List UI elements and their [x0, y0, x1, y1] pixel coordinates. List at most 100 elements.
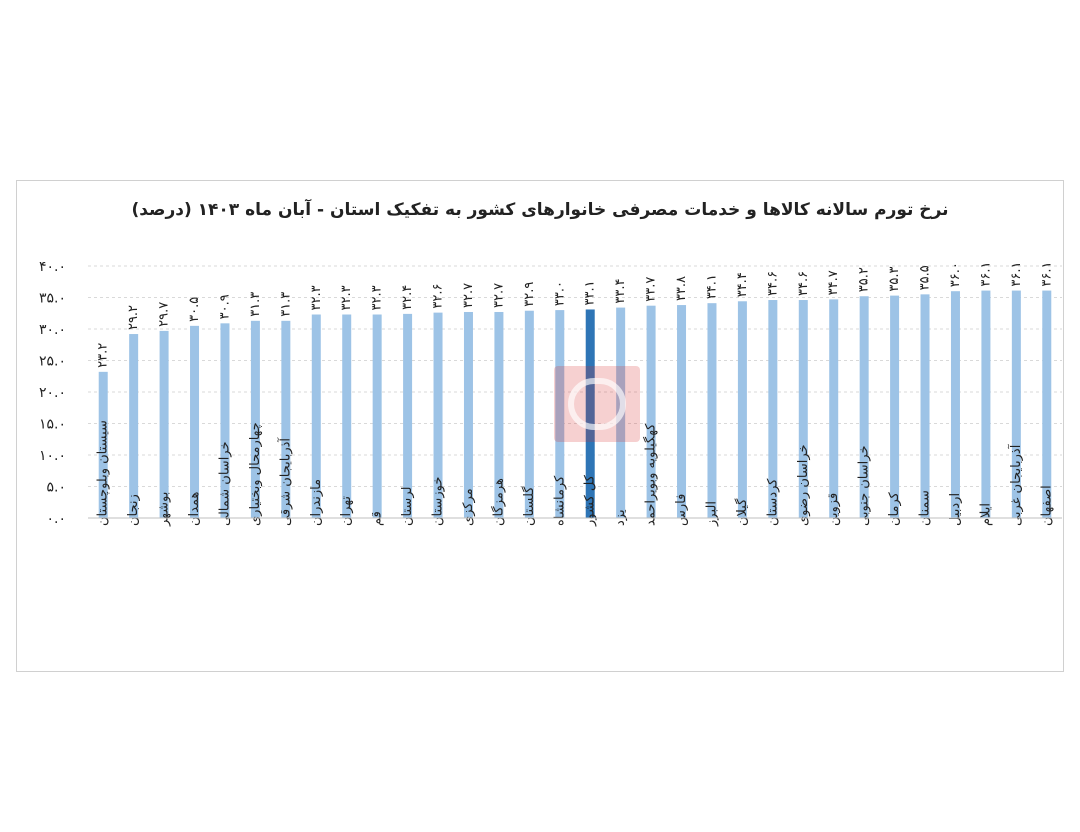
bar [677, 305, 687, 518]
bar [281, 320, 291, 518]
x-tick-label: گلستان [521, 486, 537, 526]
x-tick-label: سیستان وبلوچستان [96, 420, 111, 526]
data-label: ۳۳.۱ [583, 280, 598, 305]
bar [737, 301, 747, 518]
bar [524, 310, 534, 518]
chart-title: نرخ تورم سالانه کالاها و خدمات مصرفی خان… [131, 200, 949, 220]
bar [311, 314, 321, 518]
x-tick-label: اصفهان [1039, 485, 1054, 526]
bar [220, 323, 230, 518]
data-label: ۳۳.۴ [613, 278, 628, 303]
x-tick-label: همدان [187, 492, 202, 526]
x-tick-label: تهران [339, 496, 354, 526]
bar [403, 313, 413, 518]
y-tick-label: ۲۰.۰ [39, 385, 66, 401]
data-label: ۳۲.۳ [370, 285, 385, 310]
data-label: ۳۱.۳ [248, 292, 263, 317]
y-tick-label: ۳۰.۰ [39, 322, 66, 338]
x-tick-label: لرستان [400, 487, 415, 526]
x-tick-label: خراسان شمالی [217, 441, 232, 526]
data-label: ۳۲.۶ [431, 284, 446, 309]
data-label: ۳۶.۰ [948, 262, 963, 287]
bar [129, 334, 139, 518]
data-label: ۳۲.۷ [461, 283, 476, 308]
x-tick-label: قم [370, 511, 385, 526]
bar [159, 330, 169, 518]
x-tick-label: فارس [674, 494, 689, 526]
x-tick-label: بوشهر [157, 492, 172, 527]
x-tick-label: کل کشور [583, 474, 598, 527]
data-label: ۲۳.۲ [96, 343, 111, 368]
data-label: ۳۵.۵ [918, 265, 933, 290]
bar [1011, 290, 1021, 518]
data-label: ۳۳.۰ [552, 281, 567, 306]
bar [859, 296, 869, 518]
x-tick-label: کردستان [765, 478, 780, 526]
data-label: ۳۲.۹ [522, 282, 537, 307]
data-label: ۳۰.۵ [187, 297, 202, 322]
y-tick-label: ۱۵.۰ [39, 417, 66, 433]
data-label: ۲۹.۲ [126, 305, 141, 330]
watermark-logo [554, 366, 640, 442]
data-label: ۳۱.۳ [278, 292, 293, 317]
data-label: ۳۶.۱ [978, 261, 993, 286]
data-label: ۳۳.۷ [644, 277, 659, 302]
data-label: ۳۴.۴ [735, 272, 750, 297]
bar [768, 300, 778, 518]
data-label: ۳۲.۳ [309, 285, 324, 310]
data-label: ۳۲.۳ [339, 285, 354, 310]
x-tick-label: زنجان [126, 494, 141, 526]
bar [250, 320, 260, 518]
bar [494, 311, 504, 518]
bar [707, 303, 717, 518]
bar [98, 371, 108, 518]
y-tick-label: ۴۰.۰ [39, 259, 66, 275]
x-tick-label: کهگیلویه وبویراحمد [643, 423, 659, 526]
x-tick-label: گیلان [734, 498, 750, 526]
bar [646, 305, 656, 518]
x-tick-label: خراسان جنوبی [857, 446, 872, 526]
x-tick-label: چهارمحال وبختیاری [248, 422, 263, 526]
y-tick-label: ۲۵.۰ [39, 354, 66, 370]
y-tick-label: ۱۰.۰ [39, 448, 66, 464]
x-tick-label: خوزستان [431, 477, 446, 526]
x-tick-label: مازندران [309, 479, 324, 526]
data-label: ۳۰.۹ [217, 294, 232, 319]
y-tick-label: ۵.۰ [47, 480, 67, 496]
x-tick-label: البرز [704, 501, 719, 527]
bar [950, 291, 960, 518]
data-label: ۳۵.۳ [887, 267, 902, 292]
y-tick-label: ۰.۰ [47, 511, 67, 527]
bar [372, 314, 382, 518]
x-tick-label: قزوین [826, 493, 841, 526]
data-label: ۳۴.۷ [826, 270, 841, 295]
data-label: ۳۴.۱ [704, 274, 719, 299]
bar [433, 312, 443, 518]
x-tick-label: اردبیل [948, 493, 963, 526]
x-tick-label: هرمزگان [490, 478, 506, 526]
bar [798, 300, 808, 518]
data-label: ۳۶.۱ [1009, 261, 1024, 286]
bar [1042, 290, 1052, 518]
data-label: ۳۲.۷ [491, 283, 506, 308]
data-label: ۳۴.۶ [765, 271, 780, 296]
bar [829, 299, 839, 518]
bar [190, 325, 200, 518]
x-tick-label: کرمان [887, 491, 902, 526]
x-tick-label: آذربایجان شرقی [276, 437, 293, 526]
x-tick-label: سمنان [918, 490, 933, 526]
data-label: ۲۹.۷ [157, 302, 172, 327]
bar [920, 294, 930, 518]
x-tick-label: خراسان رضوی [796, 444, 811, 526]
data-label: ۳۴.۶ [796, 271, 811, 296]
bar [890, 295, 900, 518]
bar [342, 314, 352, 518]
x-tick-label: ایلام [978, 503, 993, 526]
data-label: ۳۲.۴ [400, 285, 415, 310]
x-tick-label: آذربایجان غربی [1007, 443, 1024, 526]
bar [463, 311, 473, 518]
y-tick-label: ۳۵.۰ [39, 291, 66, 307]
bar [981, 290, 991, 518]
data-label: ۳۶.۱ [1039, 261, 1054, 286]
